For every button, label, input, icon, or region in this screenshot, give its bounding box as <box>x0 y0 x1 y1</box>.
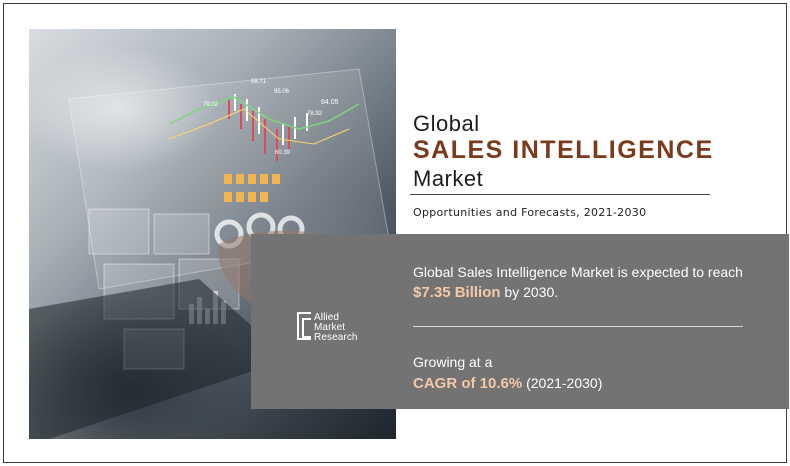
title-main: SALES INTELLIGENCE <box>413 136 714 164</box>
title-global: Global <box>413 111 480 136</box>
chart-value-label: 84.05 <box>321 99 339 106</box>
cagr-value: CAGR of 10.6% <box>413 375 523 392</box>
chart-value-label: 60.39 <box>275 150 291 156</box>
market-size-suffix: by 2030. <box>500 284 559 300</box>
logo-mark-icon <box>297 312 311 340</box>
allied-market-research-logo: Allied Market Research <box>297 310 377 348</box>
growth-prefix: Growing at a <box>413 354 493 370</box>
cagr-statement: Growing at a CAGR of 10.6% (2021-2030) <box>413 352 763 394</box>
stats-panel <box>251 234 789 409</box>
market-size-value: $7.35 Billion <box>413 284 501 301</box>
stats-divider <box>413 326 743 327</box>
logo-text-allied: Allied <box>314 312 340 323</box>
chart-value-label: 95.06 <box>274 89 290 95</box>
chart-value-label: 79.02 <box>203 102 219 108</box>
market-size-statement: Global Sales Intelligence Market is expe… <box>413 262 763 303</box>
title-divider <box>410 194 710 195</box>
title-market: Market <box>413 166 484 191</box>
chart-value-label: 98.71 <box>251 79 267 85</box>
subtitle: Opportunities and Forecasts, 2021-2030 <box>413 206 647 219</box>
logo-text-market: Market <box>314 322 346 333</box>
logo-text-research: Research <box>314 332 358 343</box>
chart-value-label: 78.92 <box>307 111 323 117</box>
market-size-prefix: Global Sales Intelligence Market is expe… <box>413 264 743 280</box>
cagr-period: (2021-2030) <box>522 375 603 391</box>
